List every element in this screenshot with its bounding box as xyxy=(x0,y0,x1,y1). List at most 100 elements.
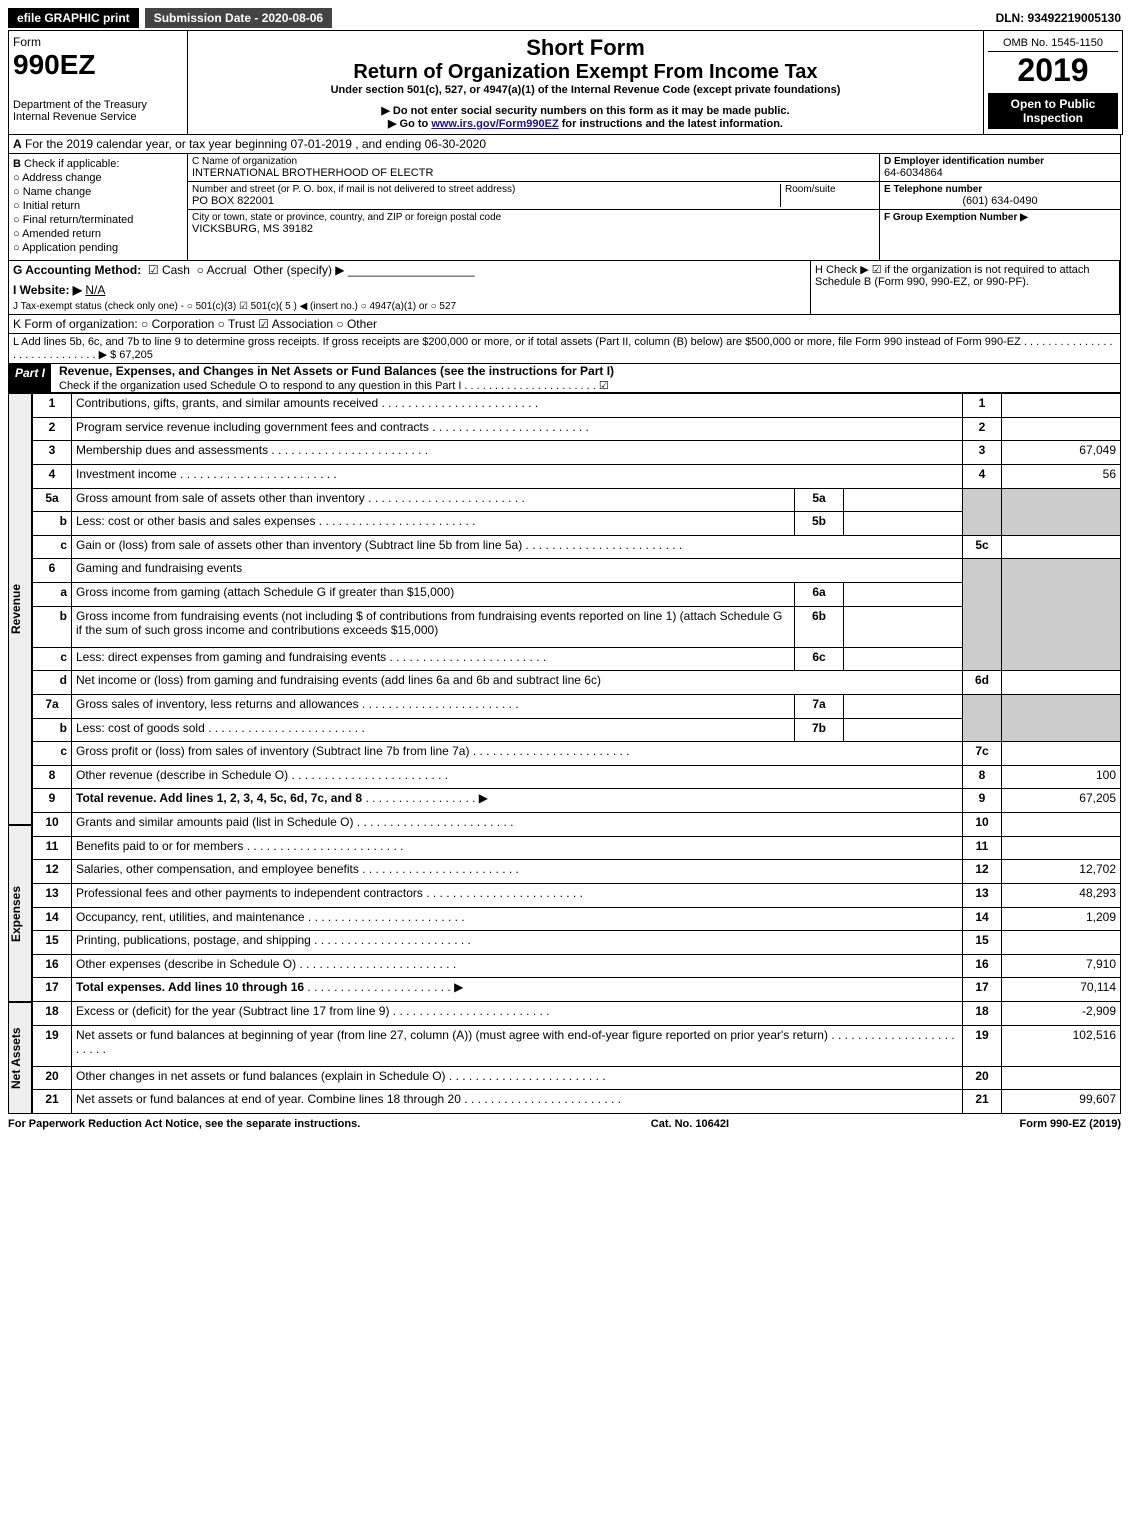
paperwork-notice: For Paperwork Reduction Act Notice, see … xyxy=(8,1118,360,1130)
line-6b: bGross income from fundraising events (n… xyxy=(33,606,1121,647)
tax-year: 2019 xyxy=(988,52,1118,89)
omb-number: OMB No. 1545-1150 xyxy=(988,35,1118,52)
ssn-warning: ▶ Do not enter social security numbers o… xyxy=(192,104,979,117)
tab-expenses: Expenses xyxy=(8,825,32,1002)
chk-address-change[interactable]: Address change xyxy=(13,172,183,184)
goto-line: ▶ Go to www.irs.gov/Form990EZ for instru… xyxy=(192,117,979,130)
g-other[interactable]: Other (specify) ▶ xyxy=(253,263,344,277)
ein: 64-6034864 xyxy=(884,167,1116,179)
chk-final-return[interactable]: Final return/terminated xyxy=(13,214,183,226)
line-12: 12Salaries, other compensation, and empl… xyxy=(33,860,1121,884)
h-box: H Check ▶ ☑ if the organization is not r… xyxy=(810,261,1120,314)
line-10: 10Grants and similar amounts paid (list … xyxy=(33,813,1121,837)
part1-header: Part I Revenue, Expenses, and Changes in… xyxy=(8,364,1121,393)
part1-body: Revenue Expenses Net Assets 1Contributio… xyxy=(8,393,1121,1114)
goto-post: for instructions and the latest informat… xyxy=(559,118,783,130)
line-5c: cGain or (loss) from sale of assets othe… xyxy=(33,535,1121,559)
line-11: 11Benefits paid to or for members11 xyxy=(33,836,1121,860)
tab-netassets: Net Assets xyxy=(8,1002,32,1114)
part1-check: Check if the organization used Schedule … xyxy=(59,380,609,392)
line-16: 16Other expenses (describe in Schedule O… xyxy=(33,954,1121,978)
f-label: F Group Exemption Number ▶ xyxy=(884,212,1116,223)
line-5a: 5aGross amount from sale of assets other… xyxy=(33,488,1121,512)
footer: For Paperwork Reduction Act Notice, see … xyxy=(8,1114,1121,1130)
form-header: Form 990EZ Department of the Treasury In… xyxy=(8,30,1123,135)
room-suite-label: Room/suite xyxy=(780,184,875,207)
section-l: L Add lines 5b, 6c, and 7b to line 9 to … xyxy=(8,334,1121,364)
i-label: I Website: ▶ xyxy=(13,283,82,297)
line-17: 17Total expenses. Add lines 10 through 1… xyxy=(33,978,1121,1002)
website: N/A xyxy=(85,283,105,297)
g-label: G Accounting Method: xyxy=(13,263,141,277)
c-addr-label: Number and street (or P. O. box, if mail… xyxy=(192,184,780,195)
short-form-title: Short Form xyxy=(192,35,979,61)
line-14: 14Occupancy, rent, utilities, and mainte… xyxy=(33,907,1121,931)
section-gh: G Accounting Method: ☑ Cash ○ Accrual Ot… xyxy=(8,261,1121,315)
return-title: Return of Organization Exempt From Incom… xyxy=(192,61,979,84)
efile-print-button[interactable]: efile GRAPHIC print xyxy=(8,8,139,28)
top-bar: efile GRAPHIC print Submission Date - 20… xyxy=(8,8,1121,28)
dept-treasury: Department of the Treasury xyxy=(13,99,183,111)
col-b: B Check if applicable: Address change Na… xyxy=(9,154,188,260)
org-name: INTERNATIONAL BROTHERHOOD OF ELECTR xyxy=(192,167,875,179)
line-6: 6Gaming and fundraising events xyxy=(33,559,1121,583)
line-7c: cGross profit or (loss) from sales of in… xyxy=(33,742,1121,766)
chk-initial-return[interactable]: Initial return xyxy=(13,200,183,212)
l-line: L Add lines 5b, 6c, and 7b to line 9 to … xyxy=(9,334,1120,363)
line-5b: bLess: cost or other basis and sales exp… xyxy=(33,512,1121,536)
goto-pre: ▶ Go to xyxy=(388,118,431,130)
form-word: Form xyxy=(13,35,183,49)
form-ref: Form 990-EZ (2019) xyxy=(1020,1118,1121,1130)
col-c: C Name of organization INTERNATIONAL BRO… xyxy=(188,154,879,260)
line-7a: 7aGross sales of inventory, less returns… xyxy=(33,694,1121,718)
g-accrual[interactable]: Accrual xyxy=(207,263,247,277)
c-city-label: City or town, state or province, country… xyxy=(192,212,875,223)
b-header: Check if applicable: xyxy=(24,158,119,170)
lines-table: 1Contributions, gifts, grants, and simil… xyxy=(32,393,1121,1114)
irs-link[interactable]: www.irs.gov/Form990EZ xyxy=(431,118,558,130)
under-section: Under section 501(c), 527, or 4947(a)(1)… xyxy=(192,84,979,96)
line-2: 2Program service revenue including gover… xyxy=(33,417,1121,441)
c-name-label: C Name of organization xyxy=(192,156,875,167)
dln: DLN: 93492219005130 xyxy=(996,11,1121,25)
g-cash[interactable]: Cash xyxy=(162,263,190,277)
line-6c: cLess: direct expenses from gaming and f… xyxy=(33,647,1121,671)
line-20: 20Other changes in net assets or fund ba… xyxy=(33,1066,1121,1090)
open-inspection: Open to Public Inspection xyxy=(988,93,1118,129)
part1-title: Revenue, Expenses, and Changes in Net As… xyxy=(59,364,614,378)
line-6d: dNet income or (loss) from gaming and fu… xyxy=(33,671,1121,695)
phone: (601) 634-0490 xyxy=(884,195,1116,207)
line-7b: bLess: cost of goods sold7b xyxy=(33,718,1121,742)
e-label: E Telephone number xyxy=(884,184,1116,195)
line-4: 4Investment income456 xyxy=(33,464,1121,488)
section-bcdef: B Check if applicable: Address change Na… xyxy=(8,154,1121,261)
tab-revenue: Revenue xyxy=(8,393,32,825)
section-k: K Form of organization: ○ Corporation ○ … xyxy=(8,315,1121,334)
line-13: 13Professional fees and other payments t… xyxy=(33,883,1121,907)
col-def: D Employer identification number 64-6034… xyxy=(879,154,1120,260)
cat-no: Cat. No. 10642I xyxy=(651,1118,729,1130)
line-1: 1Contributions, gifts, grants, and simil… xyxy=(33,394,1121,418)
line-6a: aGross income from gaming (attach Schedu… xyxy=(33,583,1121,607)
line-a: A For the 2019 calendar year, or tax yea… xyxy=(9,135,490,153)
org-city: VICKSBURG, MS 39182 xyxy=(192,223,875,235)
chk-name-change[interactable]: Name change xyxy=(13,186,183,198)
line-3: 3Membership dues and assessments367,049 xyxy=(33,441,1121,465)
section-a: A For the 2019 calendar year, or tax yea… xyxy=(8,135,1121,154)
k-line: K Form of organization: ○ Corporation ○ … xyxy=(9,315,381,333)
part1-label: Part I xyxy=(9,364,51,392)
line-9: 9Total revenue. Add lines 1, 2, 3, 4, 5c… xyxy=(33,789,1121,813)
line-19: 19Net assets or fund balances at beginni… xyxy=(33,1025,1121,1066)
org-address: PO BOX 822001 xyxy=(192,195,780,207)
chk-application-pending[interactable]: Application pending xyxy=(13,242,183,254)
submission-date: Submission Date - 2020-08-06 xyxy=(145,8,332,28)
line-18: 18Excess or (deficit) for the year (Subt… xyxy=(33,1002,1121,1026)
line-8: 8Other revenue (describe in Schedule O)8… xyxy=(33,765,1121,789)
d-label: D Employer identification number xyxy=(884,156,1116,167)
form-number: 990EZ xyxy=(13,49,183,81)
irs-label: Internal Revenue Service xyxy=(13,111,183,123)
line-15: 15Printing, publications, postage, and s… xyxy=(33,931,1121,955)
j-line: J Tax-exempt status (check only one) - ○… xyxy=(13,301,806,312)
chk-amended-return[interactable]: Amended return xyxy=(13,228,183,240)
line-21: 21Net assets or fund balances at end of … xyxy=(33,1090,1121,1114)
